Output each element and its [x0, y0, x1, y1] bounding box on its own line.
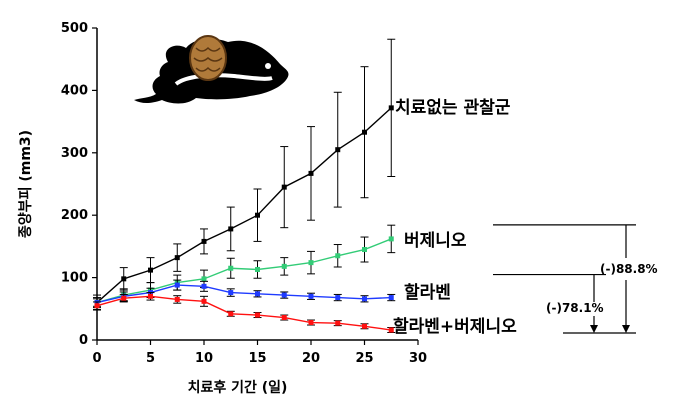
data-point: [228, 265, 234, 271]
mouse-tumor-icon: [134, 35, 289, 104]
data-point: [201, 298, 207, 304]
data-point: [174, 282, 180, 288]
arrow-head: [622, 325, 630, 333]
data-point: [335, 295, 341, 301]
data-point: [335, 253, 341, 259]
data-point: [281, 184, 287, 190]
series-label-2: 할라벤: [404, 283, 451, 303]
data-point: [388, 236, 394, 242]
x-tick-label: 25: [355, 351, 373, 366]
y-tick-label: 100: [61, 271, 88, 286]
data-point: [308, 293, 314, 299]
x-tick-label: 30: [409, 351, 427, 366]
data-point: [94, 303, 100, 309]
data-point: [308, 260, 314, 266]
data-point: [255, 266, 260, 272]
x-axis-title: 치료후 기간 (일): [188, 379, 288, 396]
y-tick-label: 400: [61, 83, 88, 98]
series-line: [96, 295, 392, 331]
data-point: [255, 312, 260, 318]
y-tick-label: 500: [61, 21, 88, 36]
x-tick-label: 0: [92, 351, 101, 366]
arrow-head: [590, 325, 598, 333]
data-point: [201, 238, 207, 244]
y-tick-label: 200: [61, 208, 88, 223]
y-axis-title: 종양부피 (mm3): [18, 130, 34, 238]
series-label-0: 치료없는 관찰군: [395, 98, 511, 118]
data-point: [121, 295, 127, 301]
data-point: [228, 226, 234, 232]
data-point: [174, 296, 180, 302]
x-tick-label: 15: [248, 351, 266, 366]
data-point: [335, 147, 341, 153]
data-point: [281, 263, 287, 269]
x-tick-label: 5: [146, 351, 155, 366]
annotation-78: (-)78.1%: [546, 301, 604, 315]
series-label-1: 버제니오: [404, 231, 467, 251]
data-point: [121, 276, 127, 282]
data-point: [281, 292, 287, 298]
series-label-3: 할라벤+버제니오: [393, 317, 517, 337]
series-3: [93, 292, 396, 334]
series-0: [93, 38, 396, 311]
data-point: [362, 129, 367, 135]
data-point: [308, 170, 314, 176]
data-point: [148, 267, 153, 273]
series-1: [93, 224, 396, 309]
x-tick-label: 10: [195, 351, 213, 366]
data-point: [148, 293, 153, 299]
series-2: [93, 279, 396, 307]
y-tick-label: 300: [61, 146, 88, 161]
data-point: [335, 320, 341, 326]
x-tick-label: 20: [302, 351, 320, 366]
data-point: [255, 212, 260, 218]
data-point: [201, 283, 207, 289]
data-point: [228, 311, 234, 317]
data-point: [255, 291, 260, 297]
series-line: [96, 107, 392, 304]
data-point: [388, 327, 394, 333]
data-point: [308, 320, 314, 326]
data-point: [174, 255, 180, 261]
data-point: [362, 296, 367, 302]
axes: 0 100 200 300 400 500 0 5 10 15 20 25 30 치료후 기간 (일) 종양…: [18, 21, 427, 396]
data-point: [228, 290, 234, 296]
annotation-layer: (-)88.8% (-)78.1%: [493, 224, 658, 334]
data-point: [281, 315, 287, 321]
y-tick-label: 0: [79, 333, 88, 348]
annotation-88: (-)88.8%: [600, 262, 658, 276]
data-point: [388, 105, 394, 111]
data-point: [201, 276, 207, 282]
data-point: [388, 295, 394, 301]
series-layer: [93, 38, 396, 334]
series-line: [96, 284, 392, 304]
data-point: [362, 247, 367, 253]
data-point: [362, 323, 367, 329]
series-line: [96, 238, 392, 304]
